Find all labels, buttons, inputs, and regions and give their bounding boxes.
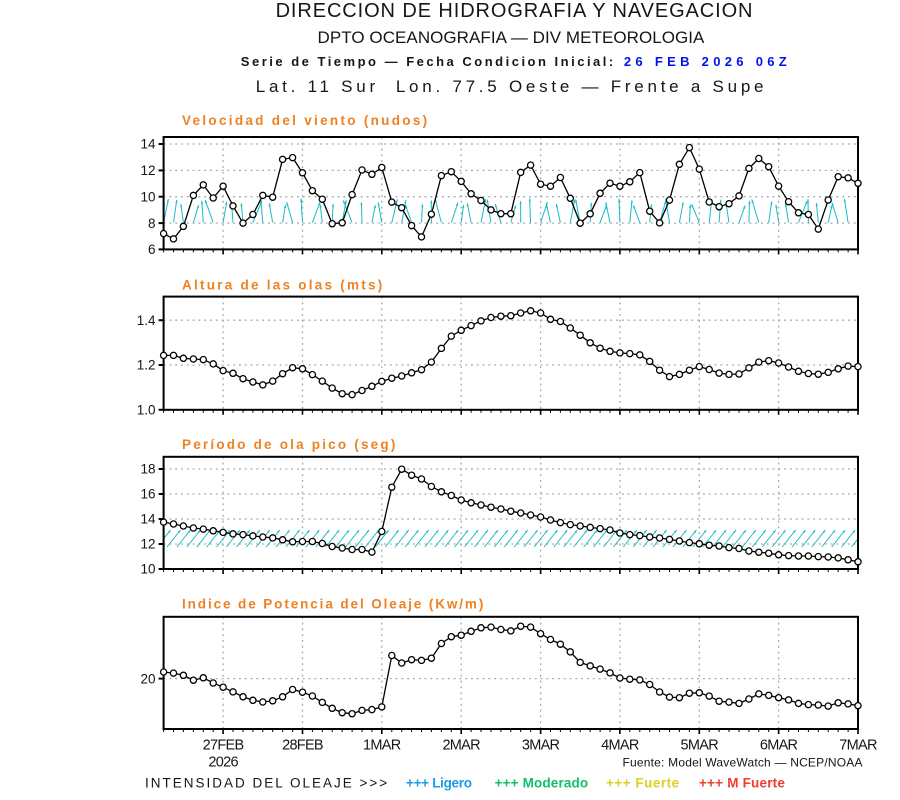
svg-text:Fuente: Model WaveWatch — NCEP: Fuente: Model WaveWatch — NCEP/NOAA xyxy=(623,756,863,770)
svg-text:Período de ola pico (seg): Período de ola pico (seg) xyxy=(182,437,398,452)
svg-text:5MAR: 5MAR xyxy=(681,738,719,754)
svg-text:Altura de las olas (mts): Altura de las olas (mts) xyxy=(182,278,385,293)
svg-text:18: 18 xyxy=(140,462,155,477)
svg-text:Lat. 11 Sur Lon. 77.5 Oeste —: Lat. 11 Sur Lon. 77.5 Oeste — Frente a S… xyxy=(256,77,768,96)
svg-text:4MAR: 4MAR xyxy=(601,738,639,754)
svg-text:26 FEB 2026 06Z: 26 FEB 2026 06Z xyxy=(624,54,791,69)
svg-text:Velocidad del viento (nudos): Velocidad del viento (nudos) xyxy=(182,113,429,128)
svg-text:1.0: 1.0 xyxy=(137,403,156,418)
svg-text:+++ Moderado: +++ Moderado xyxy=(495,776,589,791)
svg-text:INTENSIDAD DEL OLEAJE >>>: INTENSIDAD DEL OLEAJE >>> xyxy=(145,776,389,791)
svg-text:10: 10 xyxy=(140,562,155,577)
svg-text:DPTO OCEANOGRAFIA — DIV METEOR: DPTO OCEANOGRAFIA — DIV METEOROLOGIA xyxy=(318,28,705,47)
svg-text:6MAR: 6MAR xyxy=(760,738,798,754)
svg-text:DIRECCION DE HIDROGRAFIA Y NAV: DIRECCION DE HIDROGRAFIA Y NAVEGACION xyxy=(276,0,754,22)
svg-text:+++ Ligero: +++ Ligero xyxy=(406,776,472,791)
svg-text:27FEB: 27FEB xyxy=(203,738,244,754)
svg-text:+++ Fuerte: +++ Fuerte xyxy=(606,776,680,791)
svg-text:2MAR: 2MAR xyxy=(442,738,480,754)
svg-text:3MAR: 3MAR xyxy=(522,738,560,754)
svg-text:14: 14 xyxy=(140,137,156,152)
svg-text:6: 6 xyxy=(148,242,156,257)
svg-text:20: 20 xyxy=(140,671,155,686)
svg-text:1MAR: 1MAR xyxy=(363,738,401,754)
svg-text:Serie de Tiempo — Fecha Condic: Serie de Tiempo — Fecha Condicion Inicia… xyxy=(241,54,616,69)
svg-text:1.2: 1.2 xyxy=(137,358,156,373)
svg-text:1.4: 1.4 xyxy=(137,313,156,328)
svg-text:7MAR: 7MAR xyxy=(839,738,877,754)
svg-text:10: 10 xyxy=(140,189,155,204)
svg-text:8: 8 xyxy=(148,216,156,231)
svg-text:Indice de Potencia del Oleaje: Indice de Potencia del Oleaje (Kw/m) xyxy=(182,597,485,612)
svg-text:12: 12 xyxy=(140,163,155,178)
svg-text:16: 16 xyxy=(140,487,155,502)
svg-text:12: 12 xyxy=(140,537,155,552)
svg-text:+++ M Fuerte: +++ M Fuerte xyxy=(699,776,785,791)
svg-text:14: 14 xyxy=(140,512,156,527)
svg-text:28FEB: 28FEB xyxy=(282,738,323,754)
svg-text:2026: 2026 xyxy=(208,754,238,770)
